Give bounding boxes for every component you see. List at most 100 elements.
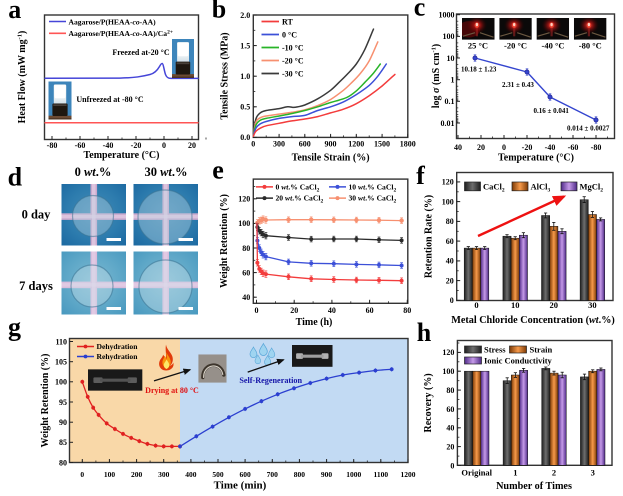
svg-text:10: 10 bbox=[511, 300, 520, 310]
svg-text:0.5: 0.5 bbox=[240, 103, 250, 112]
svg-text:-20 °C: -20 °C bbox=[504, 40, 527, 50]
svg-text:0: 0 bbox=[450, 296, 454, 305]
svg-text:40: 40 bbox=[328, 306, 336, 315]
svg-text:90: 90 bbox=[59, 418, 67, 427]
svg-text:d: d bbox=[8, 163, 23, 192]
svg-text:1.0: 1.0 bbox=[240, 72, 250, 81]
svg-text:20: 20 bbox=[446, 276, 454, 285]
svg-text:85: 85 bbox=[59, 438, 67, 447]
svg-text:0.014 ± 0.0027: 0.014 ± 0.0027 bbox=[567, 125, 610, 133]
svg-text:Retention Rate (%): Retention Rate (%) bbox=[424, 195, 435, 278]
svg-text:60: 60 bbox=[366, 306, 374, 315]
svg-text:80: 80 bbox=[242, 244, 250, 253]
svg-text:20: 20 bbox=[446, 442, 454, 451]
svg-text:RT: RT bbox=[282, 17, 293, 26]
svg-text:Time (h): Time (h) bbox=[296, 317, 333, 328]
svg-text:60: 60 bbox=[446, 405, 454, 414]
svg-text:-80: -80 bbox=[47, 141, 58, 150]
svg-text:-30 °C: -30 °C bbox=[282, 69, 304, 78]
svg-text:Self-Regeneration: Self-Regeneration bbox=[239, 376, 302, 385]
svg-text:0.1: 0.1 bbox=[445, 97, 455, 106]
svg-text:7 days: 7 days bbox=[19, 279, 53, 293]
svg-text:MgCl2: MgCl2 bbox=[580, 182, 604, 194]
svg-text:120: 120 bbox=[238, 195, 250, 204]
svg-text:0.01: 0.01 bbox=[441, 119, 455, 128]
svg-text:120: 120 bbox=[442, 178, 454, 187]
svg-text:20: 20 bbox=[188, 141, 196, 150]
svg-text:-40: -40 bbox=[103, 141, 114, 150]
svg-text:10 wt.% CaCl2: 10 wt.% CaCl2 bbox=[349, 183, 397, 194]
svg-text:600: 600 bbox=[240, 470, 252, 479]
svg-text:Temperature (°C): Temperature (°C) bbox=[498, 152, 574, 163]
svg-text:-40 °C: -40 °C bbox=[542, 40, 565, 50]
svg-text:Time (min): Time (min) bbox=[214, 479, 267, 491]
svg-text:Number of Times: Number of Times bbox=[496, 481, 572, 492]
svg-text:1200: 1200 bbox=[400, 470, 415, 479]
svg-text:Strain: Strain bbox=[530, 345, 553, 355]
svg-text:Unfreezed at -80 °C: Unfreezed at -80 °C bbox=[76, 95, 143, 104]
svg-text:CaCl2: CaCl2 bbox=[483, 182, 505, 194]
svg-text:0: 0 bbox=[502, 143, 506, 152]
svg-text:Aagarose/P(HEAA-co-AA): Aagarose/P(HEAA-co-AA) bbox=[69, 17, 157, 26]
svg-text:Dehydration: Dehydration bbox=[97, 342, 139, 351]
svg-text:0: 0 bbox=[474, 300, 478, 310]
svg-text:0 °C: 0 °C bbox=[282, 30, 297, 39]
svg-text:20: 20 bbox=[550, 300, 559, 310]
svg-text:2: 2 bbox=[552, 468, 556, 478]
svg-text:700: 700 bbox=[267, 470, 279, 479]
svg-text:30 wt.% CaCl2: 30 wt.% CaCl2 bbox=[349, 194, 397, 205]
svg-text:c: c bbox=[414, 0, 426, 22]
svg-text:30 wt.%: 30 wt.% bbox=[144, 165, 187, 179]
svg-text:e: e bbox=[212, 156, 224, 185]
svg-text:a: a bbox=[8, 0, 21, 24]
svg-text:400: 400 bbox=[185, 470, 197, 479]
svg-text:Weight Retention (%): Weight Retention (%) bbox=[40, 354, 51, 448]
svg-text:0.16 ± 0.041: 0.16 ± 0.041 bbox=[534, 107, 570, 115]
svg-text:900: 900 bbox=[321, 470, 333, 479]
svg-text:40: 40 bbox=[242, 293, 250, 302]
svg-text:200: 200 bbox=[131, 470, 143, 479]
svg-text:1: 1 bbox=[513, 468, 517, 478]
svg-text:-20: -20 bbox=[131, 141, 142, 150]
svg-text:-80 °C: -80 °C bbox=[579, 40, 602, 50]
svg-text:105: 105 bbox=[55, 357, 67, 366]
svg-text:110: 110 bbox=[55, 337, 67, 346]
svg-text:20 wt.% CaCl2: 20 wt.% CaCl2 bbox=[276, 194, 324, 205]
svg-text:Drying at 80 °C: Drying at 80 °C bbox=[145, 386, 199, 395]
svg-text:-80: -80 bbox=[591, 143, 602, 152]
svg-text:-60: -60 bbox=[568, 143, 579, 152]
svg-text:0: 0 bbox=[162, 141, 166, 150]
svg-text:Metal Chloride Concentration (: Metal Chloride Concentration (wt.%) bbox=[451, 315, 615, 326]
svg-text:0: 0 bbox=[251, 140, 255, 149]
svg-text:0: 0 bbox=[255, 306, 259, 315]
svg-text:0: 0 bbox=[80, 470, 84, 479]
svg-text:Aagarose/P(HEAA-co-AA)/Ca2+: Aagarose/P(HEAA-co-AA)/Ca2+ bbox=[69, 29, 173, 38]
svg-text:100: 100 bbox=[238, 219, 250, 228]
svg-text:g: g bbox=[8, 313, 21, 342]
svg-text:-10 °C: -10 °C bbox=[282, 43, 304, 52]
svg-text:1500: 1500 bbox=[374, 140, 390, 149]
svg-text:25 °C: 25 °C bbox=[468, 40, 488, 50]
svg-text:800: 800 bbox=[294, 470, 306, 479]
svg-text:80: 80 bbox=[59, 458, 67, 467]
svg-text:-40: -40 bbox=[545, 143, 556, 152]
svg-text:900: 900 bbox=[325, 140, 337, 149]
svg-text:600: 600 bbox=[299, 140, 311, 149]
svg-text:100: 100 bbox=[442, 367, 454, 376]
svg-text:80: 80 bbox=[446, 386, 454, 395]
svg-text:Stress: Stress bbox=[484, 345, 506, 355]
svg-text:Rehydration: Rehydration bbox=[97, 352, 139, 361]
svg-text:1: 1 bbox=[451, 75, 455, 84]
svg-text:0 wt.%: 0 wt.% bbox=[75, 165, 112, 179]
svg-text:-20 °C: -20 °C bbox=[282, 56, 304, 65]
svg-text:AlCl3: AlCl3 bbox=[531, 182, 551, 194]
svg-text:95: 95 bbox=[59, 398, 67, 407]
svg-text:20: 20 bbox=[477, 143, 485, 152]
svg-text:40: 40 bbox=[446, 257, 454, 266]
svg-text:Tensile Stress (MPa): Tensile Stress (MPa) bbox=[220, 32, 231, 119]
svg-text:300: 300 bbox=[158, 470, 170, 479]
svg-text:0 wt.% CaCl2: 0 wt.% CaCl2 bbox=[276, 183, 320, 194]
svg-text:Weight Retention (%): Weight Retention (%) bbox=[219, 194, 230, 288]
svg-text:-60: -60 bbox=[75, 141, 86, 150]
svg-text:f: f bbox=[416, 161, 425, 190]
